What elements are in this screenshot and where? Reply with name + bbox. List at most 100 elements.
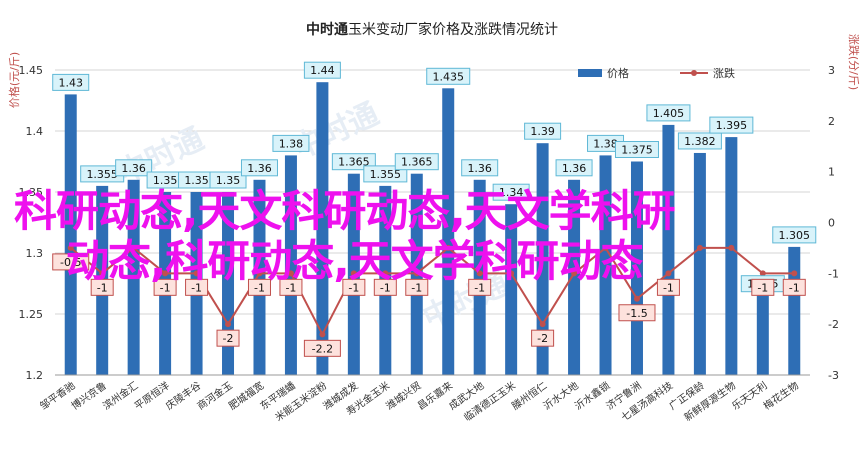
bar-data-label: 1.36 — [562, 162, 587, 175]
bar-data-label: 1.355 — [86, 168, 118, 181]
change-point — [287, 270, 294, 277]
bar-label-box — [614, 141, 659, 158]
change-data-label: -0.5 — [60, 256, 81, 269]
change-label-box — [782, 278, 806, 296]
bar — [725, 137, 738, 375]
x-tick-label: 新鲜厚源生物 — [681, 379, 738, 424]
change-data-label: -2.2 — [312, 342, 333, 355]
y-tick-label: 1.25 — [19, 308, 44, 321]
change-point — [508, 270, 515, 277]
change-label-box — [531, 329, 555, 347]
x-tick-label: 米能玉米淀粉 — [273, 379, 330, 424]
bar — [568, 179, 581, 375]
y2-axis-title: 涨跌(分/斤) — [847, 34, 861, 90]
bar-data-label: 1.35 — [216, 174, 241, 187]
bar-label-box — [461, 159, 499, 177]
change-point — [225, 321, 232, 328]
bar — [473, 179, 486, 375]
bar-data-label: 1.36 — [121, 162, 146, 175]
y-tick-label: 1.4 — [26, 125, 44, 138]
bar-label-box — [677, 132, 722, 150]
change-data-label: -1 — [757, 281, 768, 294]
bar-label-box — [209, 171, 247, 189]
bar-data-label: 1.35 — [153, 174, 178, 187]
y2-tick-label: 1 — [828, 166, 835, 179]
change-point — [382, 270, 389, 277]
bar-data-label: 1.405 — [653, 107, 685, 120]
change-data-label: -2 — [223, 332, 234, 345]
change-point — [696, 244, 703, 251]
bar — [630, 161, 643, 375]
legend-bar-label: 价格 — [607, 66, 629, 80]
change-point — [476, 270, 483, 277]
change-point — [602, 244, 609, 251]
bar-label-box — [115, 159, 153, 177]
change-data-label: -1.5 — [626, 307, 647, 320]
y2-tick-label: -1 — [828, 267, 839, 280]
change-label-box — [247, 278, 271, 296]
change-data-label: -1 — [348, 281, 359, 294]
change-point — [350, 270, 357, 277]
bar-label-box — [52, 73, 90, 91]
change-label-box — [468, 278, 492, 296]
change-label-box — [216, 329, 240, 347]
bar-label-box — [524, 122, 562, 140]
bar-label-box — [709, 116, 754, 134]
bar-data-label: 1.375 — [621, 144, 653, 157]
bar — [284, 155, 297, 375]
bar — [505, 204, 518, 375]
bar-label-box — [492, 183, 530, 201]
change-label-box — [373, 278, 397, 296]
bar-data-label: 1.365 — [338, 156, 370, 169]
change-data-label: -2 — [537, 332, 548, 345]
change-data-label: -1 — [160, 281, 171, 294]
change-label-box — [656, 278, 680, 296]
y-tick-label: 1.2 — [26, 369, 44, 382]
change-line — [70, 246, 795, 337]
bar — [222, 192, 235, 375]
y-axis-title: 价格(元/斤) — [7, 52, 21, 108]
change-point — [728, 244, 735, 251]
y-tick-label: 1.45 — [19, 64, 44, 77]
change-point — [413, 270, 420, 277]
change-point — [633, 295, 640, 302]
bar — [536, 143, 549, 375]
y2-tick-label: -3 — [828, 369, 839, 382]
bar — [253, 179, 266, 375]
bar-data-label: 1.44 — [310, 64, 335, 77]
bar-data-label: 1.35 — [184, 174, 209, 187]
y2-tick-label: 0 — [828, 217, 835, 230]
change-point — [162, 270, 169, 277]
bar-data-label: 1.38 — [593, 137, 618, 150]
x-tick-label: 临清德正玉米 — [461, 379, 518, 424]
change-point — [256, 270, 263, 277]
change-data-label: -1 — [663, 281, 674, 294]
change-label-box — [185, 278, 209, 296]
y-tick-label: 1.35 — [19, 186, 44, 199]
bar-data-label: 1.38 — [279, 137, 304, 150]
change-point — [539, 321, 546, 328]
change-point — [193, 270, 200, 277]
bar-data-label: 1.395 — [716, 119, 748, 132]
change-point — [759, 270, 766, 277]
legend-line-marker — [691, 70, 697, 76]
change-point — [445, 244, 452, 251]
change-data-label: -1 — [474, 281, 485, 294]
bar-data-label: 1.36 — [467, 162, 492, 175]
bar-data-label: 1.39 — [530, 125, 555, 138]
bar-label-box — [240, 159, 278, 177]
bar-data-label: 1.435 — [432, 70, 464, 83]
y2-tick-label: 2 — [828, 115, 835, 128]
bar — [127, 179, 140, 375]
bar-label-box — [394, 153, 439, 171]
legend-bar-swatch — [578, 69, 602, 77]
change-point — [571, 270, 578, 277]
change-label-box — [405, 278, 429, 296]
change-point — [791, 270, 798, 277]
change-data-label: -1 — [97, 281, 108, 294]
bar-data-label: 1.305 — [779, 229, 811, 242]
change-data-label: -1 — [191, 281, 202, 294]
bar-label-box — [555, 159, 593, 177]
